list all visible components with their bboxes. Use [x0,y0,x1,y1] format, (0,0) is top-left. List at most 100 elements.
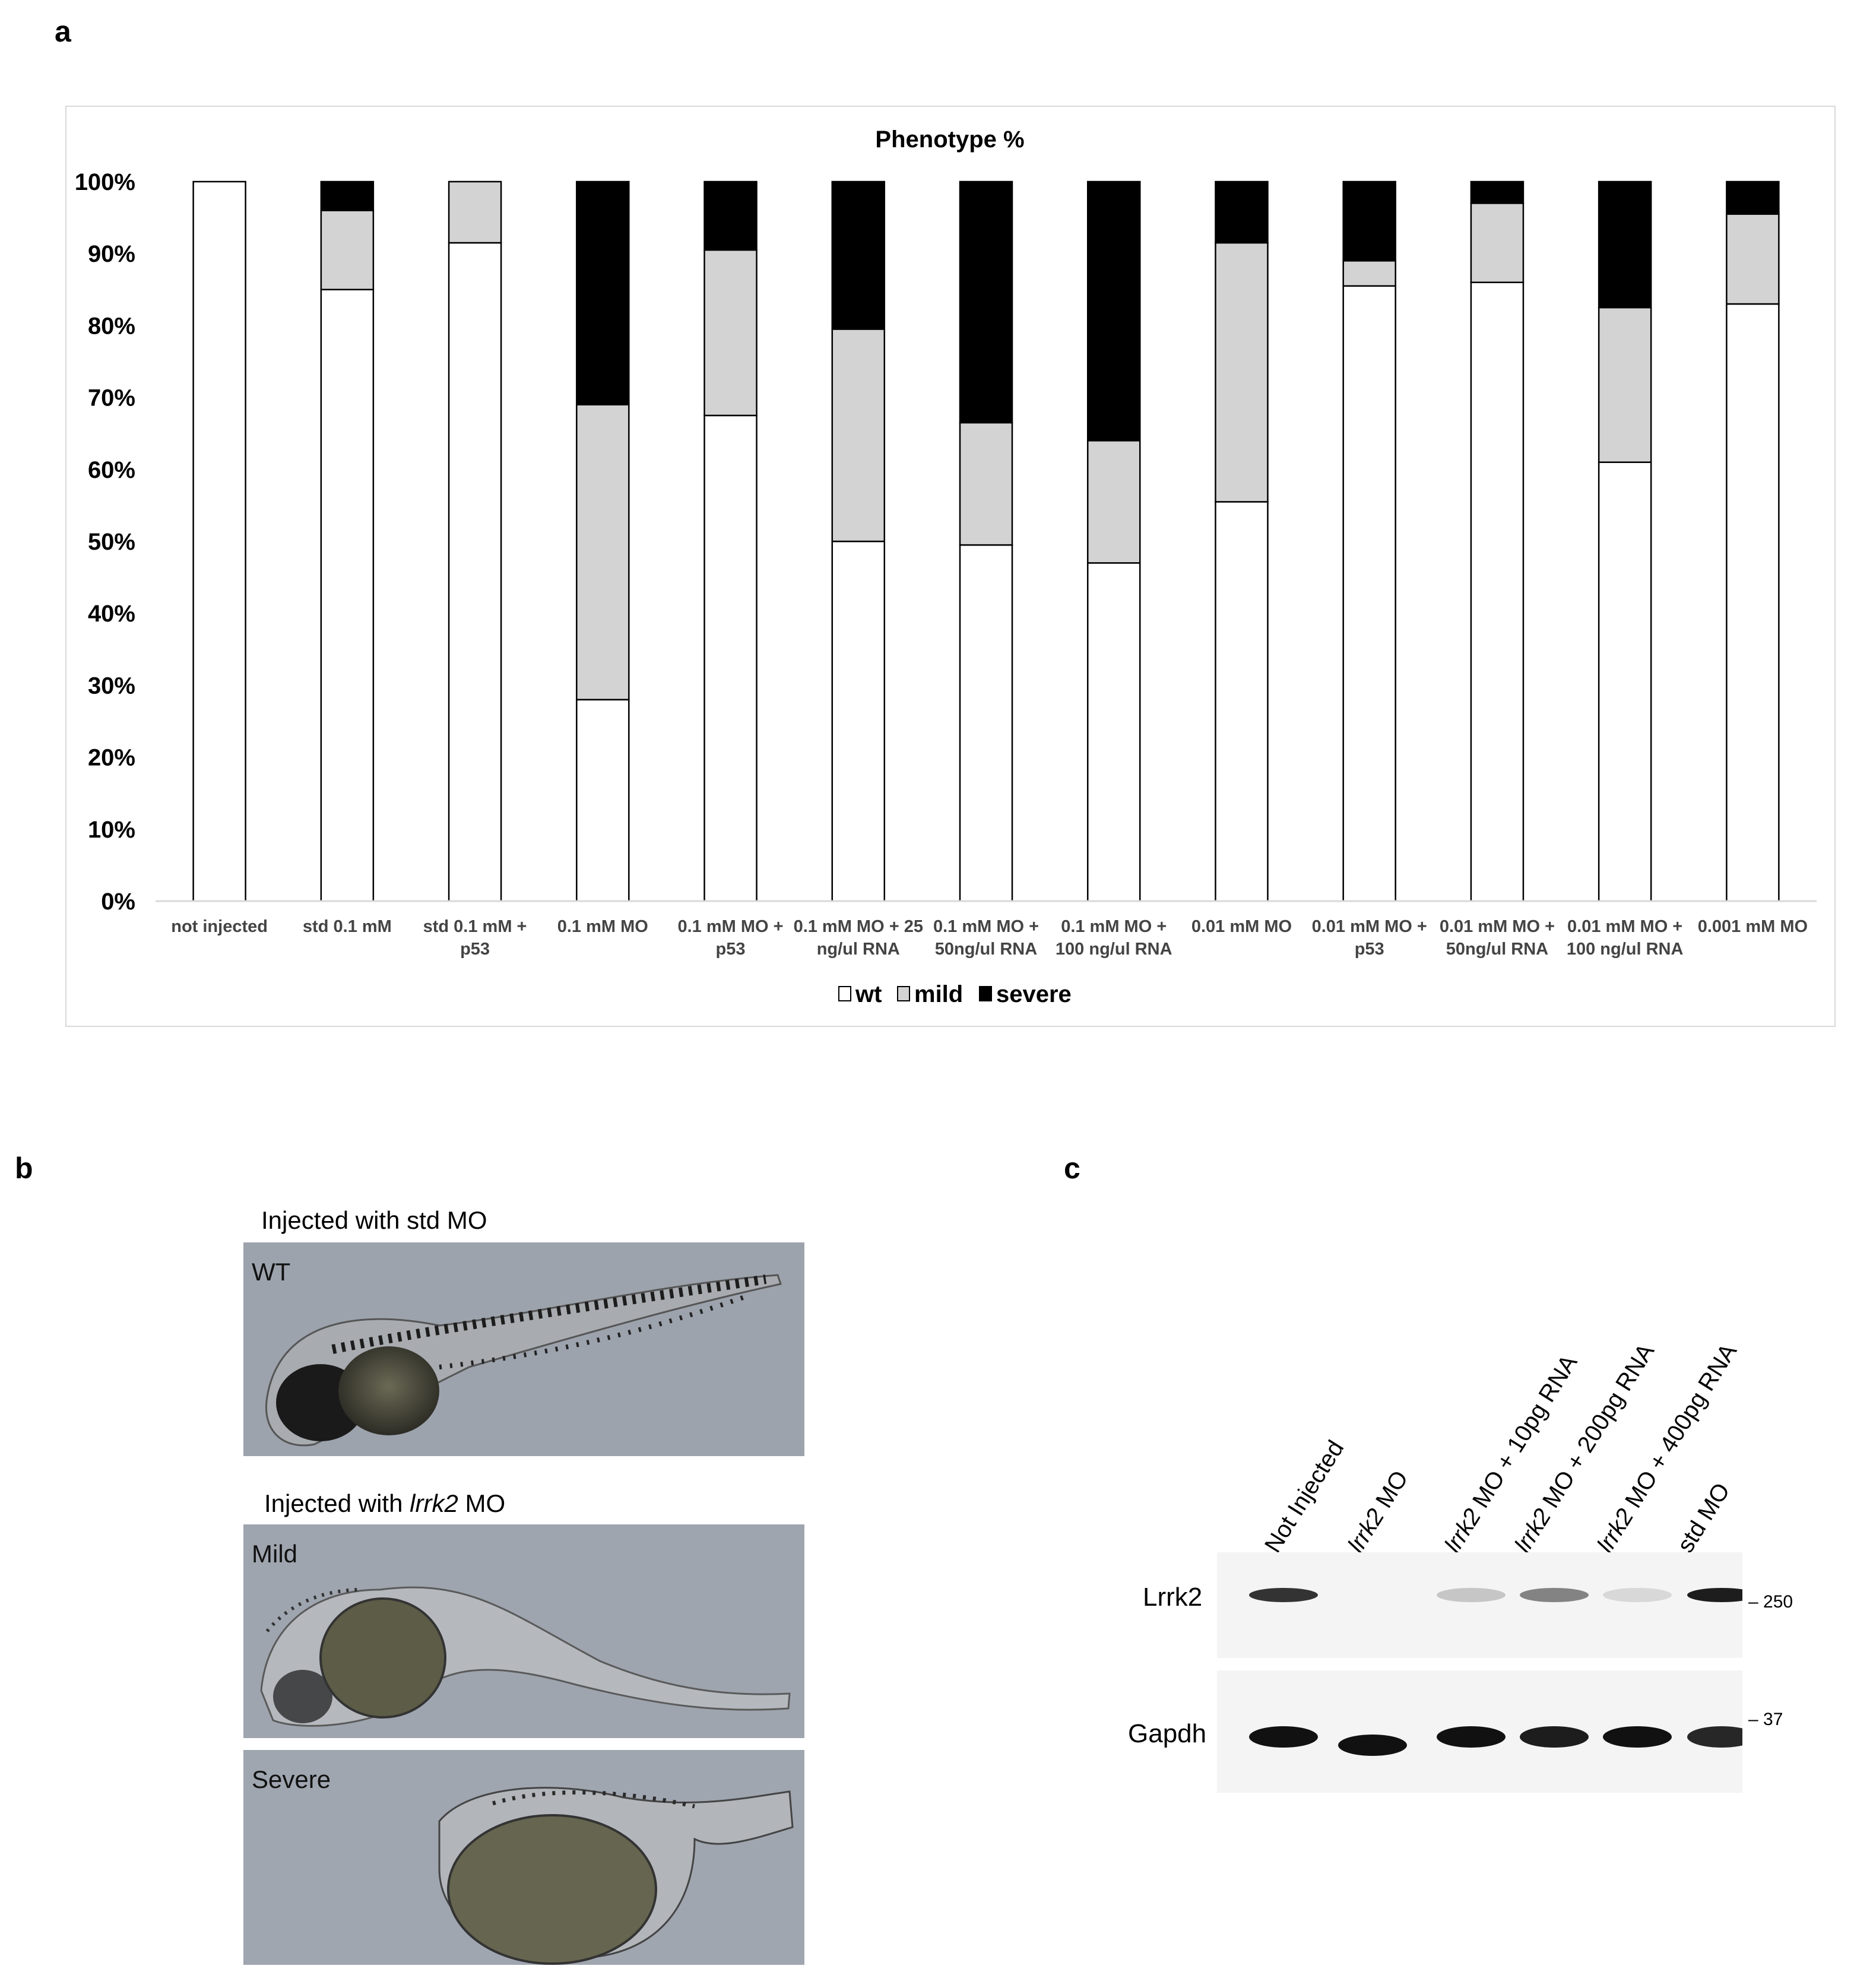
gapdh-band [1437,1726,1506,1748]
x-tick-label: std 0.1 mM + [423,917,527,936]
y-tick-label: 100% [75,169,135,195]
embryo-wt-drawing [265,1274,782,1447]
x-tick-label: 0.001 mM MO [1698,917,1808,936]
bar-segment-severe [320,180,375,211]
legend-swatch-wt [838,986,851,1001]
bar-segment-mild [1598,306,1652,463]
lane-label: Not Injected [1260,1436,1349,1558]
bar-segment-severe [1086,180,1141,442]
y-tick-label: 70% [88,385,135,411]
x-tick-label: not injected [171,917,268,936]
row-label-gapdh: Gapdh [1128,1719,1207,1748]
lrrk2-band [1249,1588,1318,1602]
blot-gapdh [1217,1670,1756,1793]
caption-lrrk2-prefix: Injected with [264,1489,410,1517]
x-tick-label: 0.01 mM MO [1191,917,1292,936]
gapdh-band [1687,1726,1756,1748]
lane-label: lrrk2 MO + 10pg RNA [1440,1350,1583,1558]
y-tick-label: 0% [101,889,135,915]
legend-label-severe: severe [996,981,1072,1007]
y-tick-label: 60% [88,457,135,483]
gapdh-band [1338,1735,1407,1756]
gapdh-band [1520,1726,1589,1748]
bar-segment-mild [959,421,1013,546]
phenotype-chart: Phenotype % 0% 10% 20% 30% 40% 50% 60% 70% 80% 90… [75,126,1817,1007]
bar-segment-wt [1342,285,1396,902]
bar-segment-severe [959,180,1013,424]
embryo-severe-drawing [438,1787,794,1965]
x-tick-label: p53 [716,940,746,959]
lane-label: lrrk2 MO + 200pg RNA [1510,1339,1660,1558]
marker-37: – 37 [1748,1710,1783,1729]
bar-segment-severe [1215,180,1269,244]
x-tick-label: 0.01 mM MO + [1440,917,1555,936]
x-tick-label: 0.01 mM MO + [1567,917,1682,936]
caption-lrrk2-mo: Injected with lrrk2 MO [264,1491,505,1516]
x-tick-label: 0.1 mM MO + [933,917,1039,936]
caption-lrrk2-gene: lrrk2 [410,1489,458,1517]
y-tick-label: 10% [88,817,135,843]
bar-segment-wt [1086,562,1141,902]
x-tick-label: 0.1 mM MO + [677,917,783,936]
legend-label-mild: mild [914,981,963,1007]
bar-segment-wt [1726,303,1780,902]
y-tick-label: 40% [88,601,135,627]
bar-segment-mild [1726,213,1780,305]
bar-segment-wt [576,699,630,902]
bar-segment-wt [1215,501,1269,902]
bar-segment-mild [320,210,375,291]
embryo-image-severe: Severe [243,1750,804,1965]
bar-segment-wt [192,180,246,902]
x-tick-label: 0.1 mM MO [557,917,648,936]
x-tick-label: std 0.1 mM [303,917,392,936]
bar-segment-wt [448,242,502,902]
legend-swatch-mild [897,986,910,1001]
x-tick-label: 0.01 mM MO + [1312,917,1427,936]
bar-segment-wt [1598,461,1652,902]
lane-label: lrrk2 MO + 400pg RNA [1592,1339,1742,1558]
lrrk2-band [1603,1588,1672,1602]
lrrk2-band [1687,1588,1756,1602]
lane-label: std MO [1672,1479,1735,1558]
caption-lrrk2-suffix: MO [458,1489,506,1517]
panel-b-label: b [15,1152,33,1185]
bar-segment-wt [831,540,886,902]
bar-segment-mild [448,180,502,244]
x-tick-label: p53 [460,940,490,959]
blot-lrrk2 [1217,1552,1756,1658]
lrrk2-band [1520,1588,1589,1602]
marker-37-value: 37 [1763,1710,1783,1729]
legend-label-wt: wt [855,981,882,1007]
lane-label-text: std MO [1672,1478,1735,1558]
embryo-mild-drawing [260,1586,791,1727]
panel-a-label: a [55,15,71,48]
embryo-label-severe: Severe [252,1765,331,1793]
marker-250: – 250 [1748,1592,1793,1612]
bar-segment-wt [320,288,375,902]
x-tick-label: 0.1 mM MO + 25 [794,917,923,936]
bar-segment-mild [1470,202,1525,283]
y-tick-label: 20% [88,745,135,771]
panel-c-label: c [1064,1152,1080,1185]
bar-segment-mild [703,249,758,417]
bar-segment-mild [831,328,886,543]
gapdh-band [1249,1726,1318,1748]
bar-segment-severe [1598,180,1652,309]
bar-segment-severe [576,180,630,405]
chart-title: Phenotype % [875,126,1024,153]
lrrk2-band [1437,1588,1506,1602]
x-tick-label: 100 ng/ul RNA [1056,940,1172,959]
bar-segment-wt [959,544,1013,902]
bar-segment-mild [1342,260,1396,287]
caption-std-mo: Injected with std MO [261,1206,487,1234]
x-tick-label: p53 [1355,940,1384,959]
lane-label-text: Not Injected [1260,1435,1349,1558]
x-tick-label: 50ng/ul RNA [1446,940,1548,959]
row-label-lrrk2: Lrrk2 [1143,1583,1203,1612]
bar-segment-mild [1215,242,1269,503]
marker-250-value: 250 [1763,1592,1793,1612]
bar-segment-severe [703,180,758,251]
y-tick-label: 80% [88,313,135,339]
bar-segment-severe [1726,180,1780,215]
y-tick-label: 90% [88,241,135,267]
